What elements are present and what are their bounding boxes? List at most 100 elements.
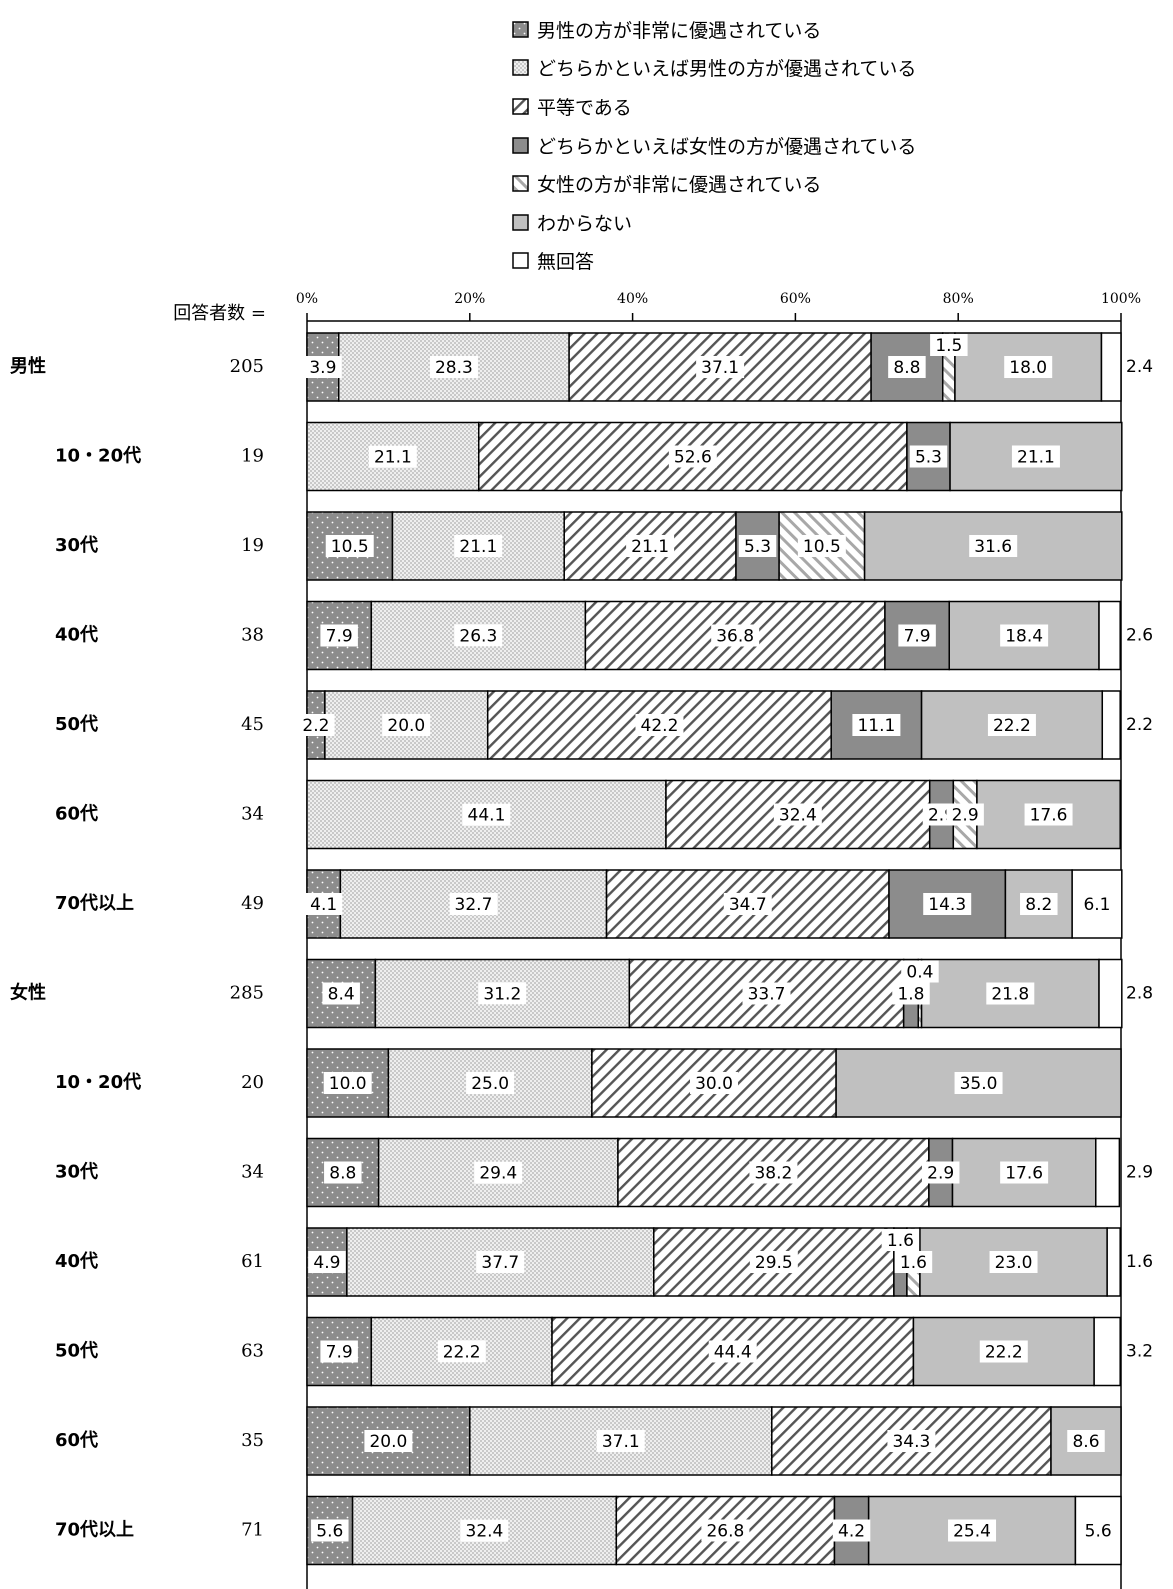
legend-swatch: [512, 175, 529, 192]
value-label: 20.0: [387, 716, 425, 736]
value-label-bg: [322, 982, 360, 1005]
value-label-bg: [437, 1340, 486, 1363]
value-label-bg: [449, 893, 498, 915]
value-label-bg: [460, 1519, 509, 1542]
value-label-small: 1.8: [897, 985, 924, 1005]
value-label-bg: [297, 714, 335, 736]
legend-swatch: [512, 214, 529, 231]
value-label: 25.0: [471, 1074, 509, 1094]
row-count: 71: [241, 1520, 264, 1541]
row-count: 19: [241, 446, 264, 467]
legend-label: どちらかといえば男性の方が優遇されている: [537, 58, 917, 81]
value-label-bg: [635, 714, 684, 736]
value-label: 7.9: [326, 627, 353, 647]
value-label: 10.5: [331, 537, 369, 557]
row-label: 60代: [55, 804, 98, 825]
row-label: 40代: [55, 1251, 98, 1272]
value-label-bg: [1000, 1161, 1049, 1184]
value-label-bg: [668, 445, 717, 468]
value-label-bg: [898, 624, 936, 647]
value-label: 3.9: [309, 358, 336, 378]
value-label: 8.4: [328, 985, 355, 1005]
value-label-bg: [738, 535, 777, 557]
value-label: 17.6: [1030, 806, 1068, 826]
value-label-bg: [311, 1519, 349, 1542]
value-label-bg: [429, 356, 478, 378]
legend-item: どちらかといえば男性の方が優遇されている: [512, 49, 916, 88]
value-label-bg: [881, 1229, 920, 1251]
value-label-bg: [989, 1251, 1038, 1273]
row-label: 30代: [55, 535, 98, 556]
value-label-small: 2.9: [952, 806, 979, 826]
bar-segment: [1106, 1227, 1121, 1297]
value-label-bg: [454, 624, 503, 647]
value-label-bg: [364, 1430, 413, 1452]
value-label-outside: 2.2: [1126, 715, 1153, 735]
value-label-bg: [708, 1340, 757, 1363]
value-label-outside: 2.9: [1126, 1163, 1153, 1183]
value-label-bg: [368, 445, 417, 468]
value-label-bg: [1067, 1430, 1105, 1452]
value-label: 4.2: [838, 1522, 865, 1542]
value-label-bg: [711, 624, 760, 647]
row-label: 10・20代: [55, 1072, 141, 1093]
legend: 男性の方が非常に優遇されている どちらかといえば男性の方が優遇されている 平等である…: [512, 10, 916, 280]
value-label-bg: [466, 1072, 515, 1094]
value-label: 35.0: [960, 1074, 998, 1094]
value-label: 23.0: [995, 1253, 1033, 1273]
row-label: 40代: [55, 625, 98, 646]
value-label: 21.1: [459, 537, 497, 557]
value-label: 31.2: [483, 985, 521, 1005]
value-label-small: 0.4: [906, 963, 933, 983]
value-label: 26.3: [459, 627, 497, 647]
legend-label: 無回答: [537, 251, 595, 274]
bar-segment: [1093, 1316, 1121, 1387]
value-label-bg: [1011, 445, 1060, 468]
value-label: 36.8: [716, 627, 754, 647]
value-label-bg: [894, 1251, 933, 1273]
value-label: 21.1: [374, 448, 412, 468]
row-count: 35: [241, 1430, 264, 1451]
value-label-bg: [304, 893, 343, 915]
value-label: 21.8: [991, 985, 1029, 1005]
row-label: 50代: [55, 714, 98, 735]
value-label-bg: [797, 535, 846, 557]
row-count: 49: [241, 893, 264, 914]
row-count: 63: [241, 1341, 264, 1362]
legend-item: 男性の方が非常に優遇されている: [512, 10, 916, 49]
row-label: 70代以上: [55, 1520, 134, 1541]
value-label-bg: [1024, 803, 1073, 826]
row-count: 19: [241, 535, 264, 556]
value-label-bg: [887, 1430, 936, 1452]
value-label-bg: [986, 982, 1035, 1005]
value-label: 33.7: [748, 985, 786, 1005]
value-label-bg: [888, 356, 926, 378]
value-label: 38.2: [754, 1164, 792, 1184]
value-label: 22.2: [985, 1343, 1023, 1363]
value-label-bg: [1078, 893, 1116, 915]
bar-segment: [1098, 600, 1121, 671]
row-label: 70代以上: [55, 893, 134, 914]
value-label: 21.1: [631, 537, 669, 557]
value-label-bg: [946, 803, 984, 826]
bar-segment: [1098, 958, 1123, 1029]
value-label-small: 1.6: [900, 1253, 927, 1273]
x-tick-label: 80%: [943, 291, 974, 307]
value-label-bg: [852, 714, 901, 736]
row-count: 45: [241, 714, 264, 735]
value-label-small: 1.6: [887, 1231, 914, 1251]
value-label: 17.6: [1005, 1164, 1043, 1184]
value-label-outside: 1.6: [1126, 1252, 1153, 1272]
value-label-bg: [723, 893, 772, 915]
value-label: 52.6: [674, 448, 712, 468]
x-tick-label: 60%: [780, 291, 811, 307]
value-label-bg: [930, 334, 968, 356]
value-label: 28.3: [435, 358, 473, 378]
value-label: 26.8: [706, 1522, 744, 1542]
value-label: 5.6: [316, 1522, 343, 1542]
value-label-small: 2.9: [927, 1164, 954, 1184]
respondents-header: 回答者数 =: [173, 303, 266, 324]
value-label: 5.6: [1085, 1522, 1112, 1542]
value-label: 18.0: [1009, 358, 1047, 378]
